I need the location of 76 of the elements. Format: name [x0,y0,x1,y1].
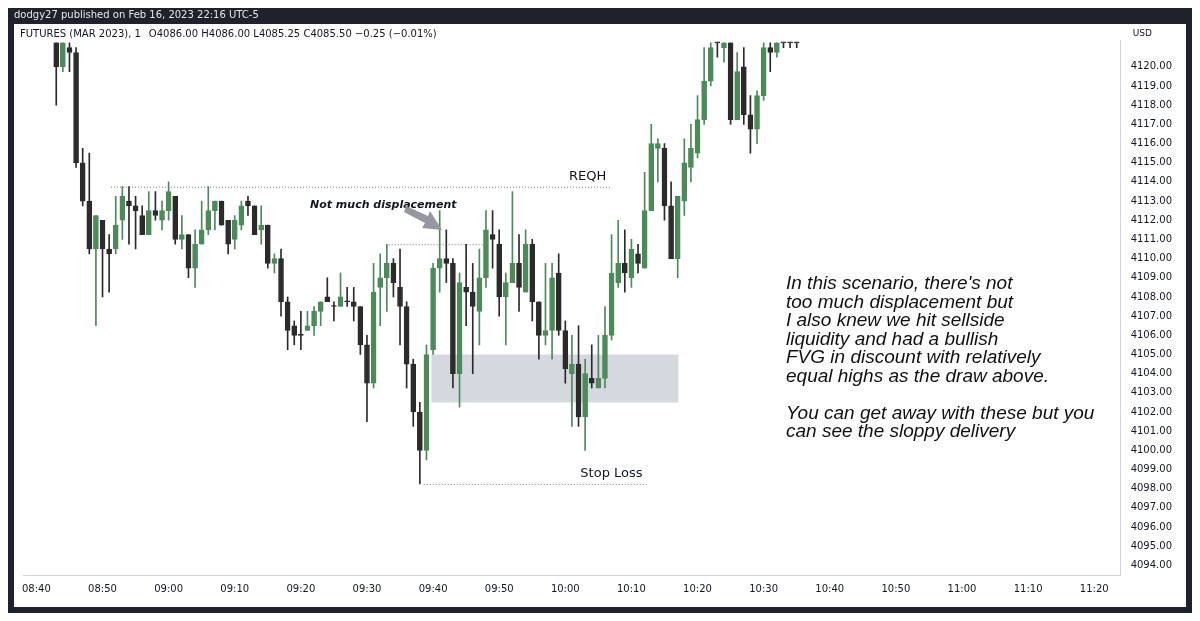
candlestick [245,195,251,216]
x-tick-label: 10:50 [881,582,911,594]
chart-title: FUTURES (MAR 2023), 1 [20,28,141,39]
y-tick-label: 4102.00 [1130,405,1173,417]
y-tick-label: 4112.00 [1130,213,1173,225]
candlestick [502,272,509,346]
ref-line-label: REQH [569,167,607,183]
x-tick-label: 09:10 [220,582,250,594]
candlestick [787,41,793,48]
y-tick-label: 4095.00 [1130,539,1173,551]
x-tick-label: 09:00 [154,582,184,594]
y-tick-label: 4097.00 [1130,501,1173,513]
candlestick [106,234,112,293]
candlestick [324,277,331,303]
x-tick-label: 09:20 [286,582,316,594]
candlestick [126,186,132,245]
y-tick-label: 4098.00 [1130,482,1173,494]
candlestick [179,215,185,250]
y-tick-label: 4106.00 [1130,328,1173,340]
y-tick-label: 4096.00 [1130,520,1173,532]
candlestick [436,210,443,293]
candlestick [621,229,628,293]
candlestick [443,229,450,283]
y-tick-label: 4117.00 [1130,117,1173,129]
x-tick-label: 10:30 [749,582,779,594]
chart-subtitle: O4086.00 H4086.00 L4085.25 C4085.50 −0.25 (−0.01%) [148,28,437,39]
x-tick-label: 11:00 [947,582,977,594]
y-tick-label: 4114.00 [1130,175,1173,187]
y-tick-label: 4118.00 [1130,98,1173,110]
x-tick-label: 10:00 [550,582,580,594]
y-tick-label: 4107.00 [1130,309,1173,321]
y-tick-label: 4113.00 [1130,194,1173,206]
annotation: In this scenario, there's not too much displacement but I also knew we hit sellside liquidity and had a bullish FVG in discount with relatively equal highs as the draw above. You can get away with these but you can see the sloppy delivery [786,272,1095,441]
candlestick [793,41,800,48]
y-tick-label: 4105.00 [1130,348,1173,360]
candlestick [588,344,595,389]
y-tick-label: 4104.00 [1130,367,1173,379]
y-tick-label: 4100.00 [1130,443,1173,455]
y-axis-title: USD [1132,28,1152,38]
candlestick [377,253,384,327]
ref-line-label: Stop Loss [580,464,643,480]
candlestick [463,243,469,327]
y-tick-label: 4094.00 [1130,559,1173,571]
y-tick-label: 4110.00 [1130,252,1173,264]
y-tick-label: 4116.00 [1130,137,1173,149]
y-tick-label: 4111.00 [1130,233,1173,245]
candlestick [258,205,265,245]
x-tick-label: 11:20 [1079,582,1109,594]
x-tick-label: 10:20 [683,582,712,594]
x-tick-label: 09:50 [484,582,514,594]
candlestick [383,243,390,312]
y-tick-label: 4099.00 [1130,463,1173,475]
candlestick [350,287,357,322]
x-tick-label: 08:40 [22,582,51,594]
x-tick-label: 10:40 [815,582,845,594]
y-tick-label: 4120.00 [1130,60,1173,72]
x-tick-label: 08:50 [88,582,117,594]
y-tick-label: 4101.00 [1130,424,1173,436]
y-tick-label: 4108.00 [1130,290,1173,302]
candlestick [344,287,350,307]
y-tick-label: 4119.00 [1130,79,1173,91]
y-tick-label: 4115.00 [1130,156,1173,168]
text: dodgy27 published on Feb 16, 2023 22:16 UTC-5 [14,9,259,20]
y-tick-label: 4109.00 [1130,271,1173,283]
candlestick [397,248,403,346]
candlestick [469,263,476,374]
y-tick-label: 4103.00 [1130,386,1173,398]
candlestick [767,42,774,72]
annotation: Not much displacement [310,198,457,211]
candlestick [569,334,575,427]
candlestick [655,138,661,183]
x-tick-label: 11:10 [1013,582,1043,594]
x-tick-label: 09:30 [352,582,382,594]
x-tick-label: 10:10 [617,582,646,594]
candlestick [298,311,304,351]
x-tick-label: 09:40 [418,582,448,594]
